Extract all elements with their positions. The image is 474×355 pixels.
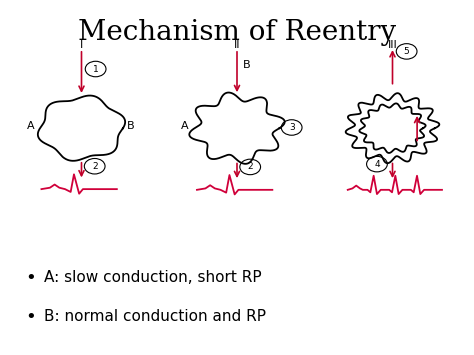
Text: •: • xyxy=(25,308,36,326)
Text: A: A xyxy=(27,121,35,131)
Text: Mechanism of Reentry: Mechanism of Reentry xyxy=(78,19,396,46)
Text: 4: 4 xyxy=(374,160,380,169)
Text: •: • xyxy=(25,269,36,287)
Text: 1: 1 xyxy=(93,65,99,73)
Text: A: A xyxy=(182,121,189,131)
Text: 2: 2 xyxy=(247,163,253,171)
Text: III: III xyxy=(388,40,397,50)
Text: I: I xyxy=(80,40,83,50)
Text: 2: 2 xyxy=(92,162,98,171)
Text: B: B xyxy=(127,121,134,131)
Text: B: B xyxy=(243,60,250,70)
Text: 5: 5 xyxy=(404,47,410,56)
Text: II: II xyxy=(234,40,240,50)
Text: B: normal conduction and RP: B: normal conduction and RP xyxy=(44,309,266,324)
Text: 3: 3 xyxy=(289,123,294,132)
Text: A: slow conduction, short RP: A: slow conduction, short RP xyxy=(44,271,262,285)
